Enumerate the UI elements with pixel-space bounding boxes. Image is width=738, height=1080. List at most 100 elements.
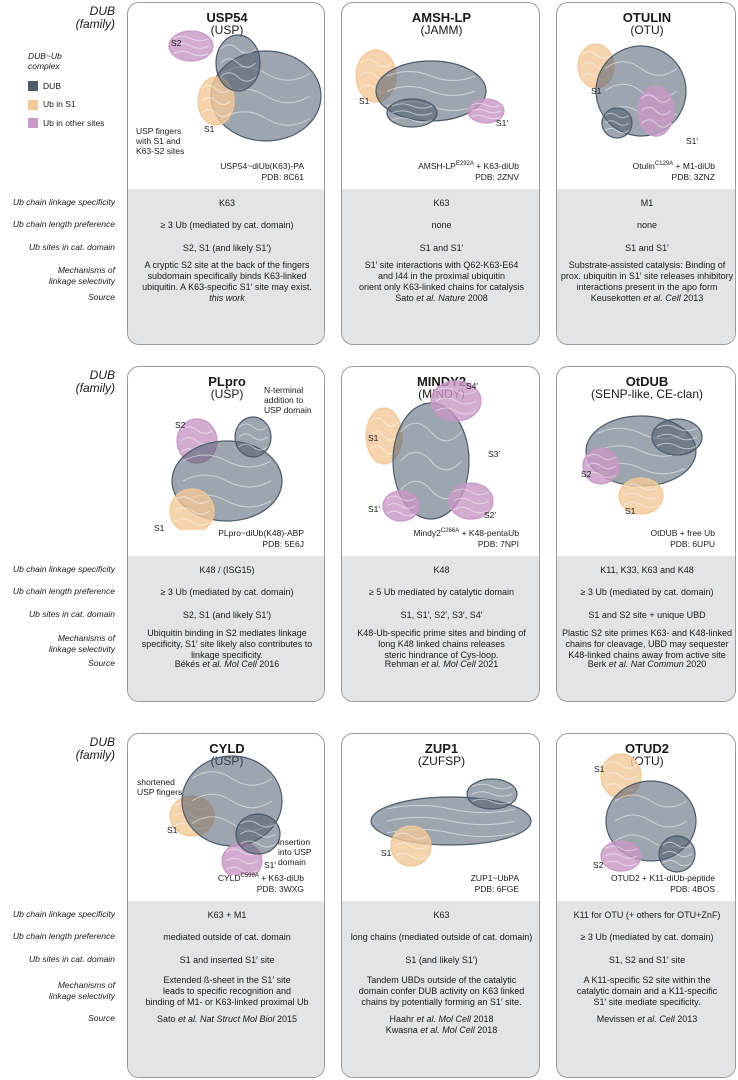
mechanism-text: leads to specific recognition and	[162, 985, 292, 996]
text-segment: et al. Nat Commun	[608, 658, 684, 669]
dub-family: (USP)	[210, 386, 244, 401]
ribbon	[400, 422, 462, 442]
dub-name: OtDUB	[625, 373, 669, 389]
ribbon	[662, 850, 692, 858]
structure-label: S2	[581, 468, 592, 479]
ribbon	[240, 840, 276, 848]
dub-card: AMSH-LP (JAMM) S1 S1′ AMSH-LPE292A + K63-diU…	[341, 2, 540, 345]
structure-label: domain	[278, 856, 306, 867]
ribbon	[604, 772, 638, 780]
source: Kwasna et al. Mol Cell 2018	[342, 1024, 539, 1036]
dub-name: CYLD	[209, 740, 245, 756]
row-label-linkage: Ub chain linkage specificity	[12, 563, 115, 574]
source: Sato et al. Nature 2008	[342, 292, 539, 304]
ub-sites: S1 (and likely S1′)	[405, 954, 478, 965]
mechanism-text: A K11-specific S2 site within the	[583, 974, 711, 985]
mechanism-text: K48-Ub-specific prime sites and binding …	[357, 627, 526, 638]
structure-label: S2′	[484, 509, 496, 520]
source: Mevissen et al. Cell 2013	[557, 1013, 735, 1025]
source: Berk et al. Nat Commun 2020	[557, 658, 735, 670]
ribbon	[173, 35, 209, 42]
ribbon	[386, 495, 416, 502]
text-segment: + M1-diUb	[673, 160, 715, 171]
text-segment: Sato	[156, 1013, 178, 1024]
mechanism-text: catalytic domain and a K11-specific	[576, 985, 718, 996]
ribbon	[471, 108, 501, 114]
ribbon	[471, 791, 513, 797]
pdb-id: PDB: 3WXG	[256, 883, 304, 894]
structure-caption: Mindy2C266A + K48-pentaUb	[342, 528, 519, 539]
legend-label: Ub in S1	[43, 99, 76, 109]
structure-image	[168, 30, 322, 142]
length-preference: none	[636, 219, 658, 230]
structure-image	[582, 415, 703, 515]
dub-name: ZUP1	[424, 740, 459, 756]
structure-caption: OtulinC129A + M1-diUb	[557, 161, 715, 172]
structure-label: S1′	[496, 117, 508, 128]
ribbon	[604, 761, 638, 769]
ribbon	[220, 44, 256, 54]
text-segment: C129A	[654, 160, 674, 167]
text-segment: et al. Nature	[416, 292, 466, 303]
ub-sites: S1, S2 and S1′ site	[608, 954, 686, 965]
linkage-specificity: K48 / (ISG15)	[199, 564, 255, 575]
row-label-dub: DUB	[89, 367, 115, 382]
ribbon	[453, 506, 489, 514]
structure-image	[355, 49, 505, 128]
source: Keusekotten et al. Cell 2013	[557, 292, 735, 304]
linkage-specificity: M1	[640, 197, 654, 208]
text-segment: et al. Mol Cell	[420, 1024, 475, 1035]
row-label-length: Ub chain length preference	[12, 930, 115, 941]
structure-caption: USP54~diUb(K63)-PA	[128, 161, 304, 172]
ub-sites: S1 and S1′	[625, 242, 669, 253]
linkage-specificity: K63	[433, 909, 450, 920]
structure-label: S1′	[264, 859, 276, 870]
row-label-sites: Ub sites in cat. domain	[29, 608, 115, 619]
ribbon	[394, 842, 428, 850]
text-segment: et al. Cell	[637, 1013, 675, 1024]
ribbon	[201, 84, 231, 94]
dub-family: (OTU)	[630, 753, 664, 768]
text-segment: + K63-diUb	[258, 872, 304, 883]
ribbon	[586, 453, 616, 461]
dub-family: (OTU)	[630, 22, 664, 37]
text-segment: Berk	[587, 658, 609, 669]
ribbon	[182, 474, 272, 488]
ribbon	[435, 407, 477, 415]
mechanism-text: Ubiquitin binding in S2 mediates linkage	[147, 627, 307, 638]
ribbon	[394, 852, 428, 860]
mechanism-text: Tandem UBDs outside of the catalytic	[366, 974, 517, 985]
legend-swatch	[28, 81, 38, 91]
row-label-mechanisms: linkage selectivity	[48, 990, 115, 1001]
ribbon	[225, 866, 259, 874]
text-segment: Mevissen	[596, 1013, 638, 1024]
ribbon	[391, 117, 433, 123]
text-segment: Keusekotten	[590, 292, 644, 303]
text-segment: PLpro~diUb(K48)-ABP	[218, 527, 304, 538]
legend-label: Ub in other sites	[43, 117, 105, 128]
ribbon	[623, 492, 659, 500]
structure-caption: AMSH-LPE292A + K63-diUb	[342, 161, 519, 172]
ribbon	[471, 102, 501, 108]
pdb-id: PDB: 2ZNV	[475, 171, 519, 182]
ribbon	[400, 451, 462, 471]
ribbon	[604, 61, 678, 76]
ribbon	[604, 860, 638, 867]
ribbon	[662, 841, 692, 849]
structure-label: S2	[171, 37, 182, 48]
text-segment: 2013	[680, 292, 704, 303]
card-data-section	[557, 556, 735, 701]
row-label-mechanisms: linkage selectivity	[48, 643, 115, 654]
structure-label: S1	[359, 95, 370, 106]
ribbon	[191, 771, 273, 786]
row-label-mechanisms: linkage selectivity	[48, 275, 115, 286]
mechanism-text: binding of M1- or K63-linked proximal Ub	[145, 996, 309, 1007]
text-segment: 2020	[683, 658, 707, 669]
row-label-dub: DUB	[89, 3, 115, 18]
text-segment: this work	[209, 292, 245, 303]
ribbon	[604, 845, 638, 852]
ribbon	[623, 501, 659, 509]
ribbon	[386, 804, 516, 814]
text-segment: Sato	[395, 292, 417, 303]
